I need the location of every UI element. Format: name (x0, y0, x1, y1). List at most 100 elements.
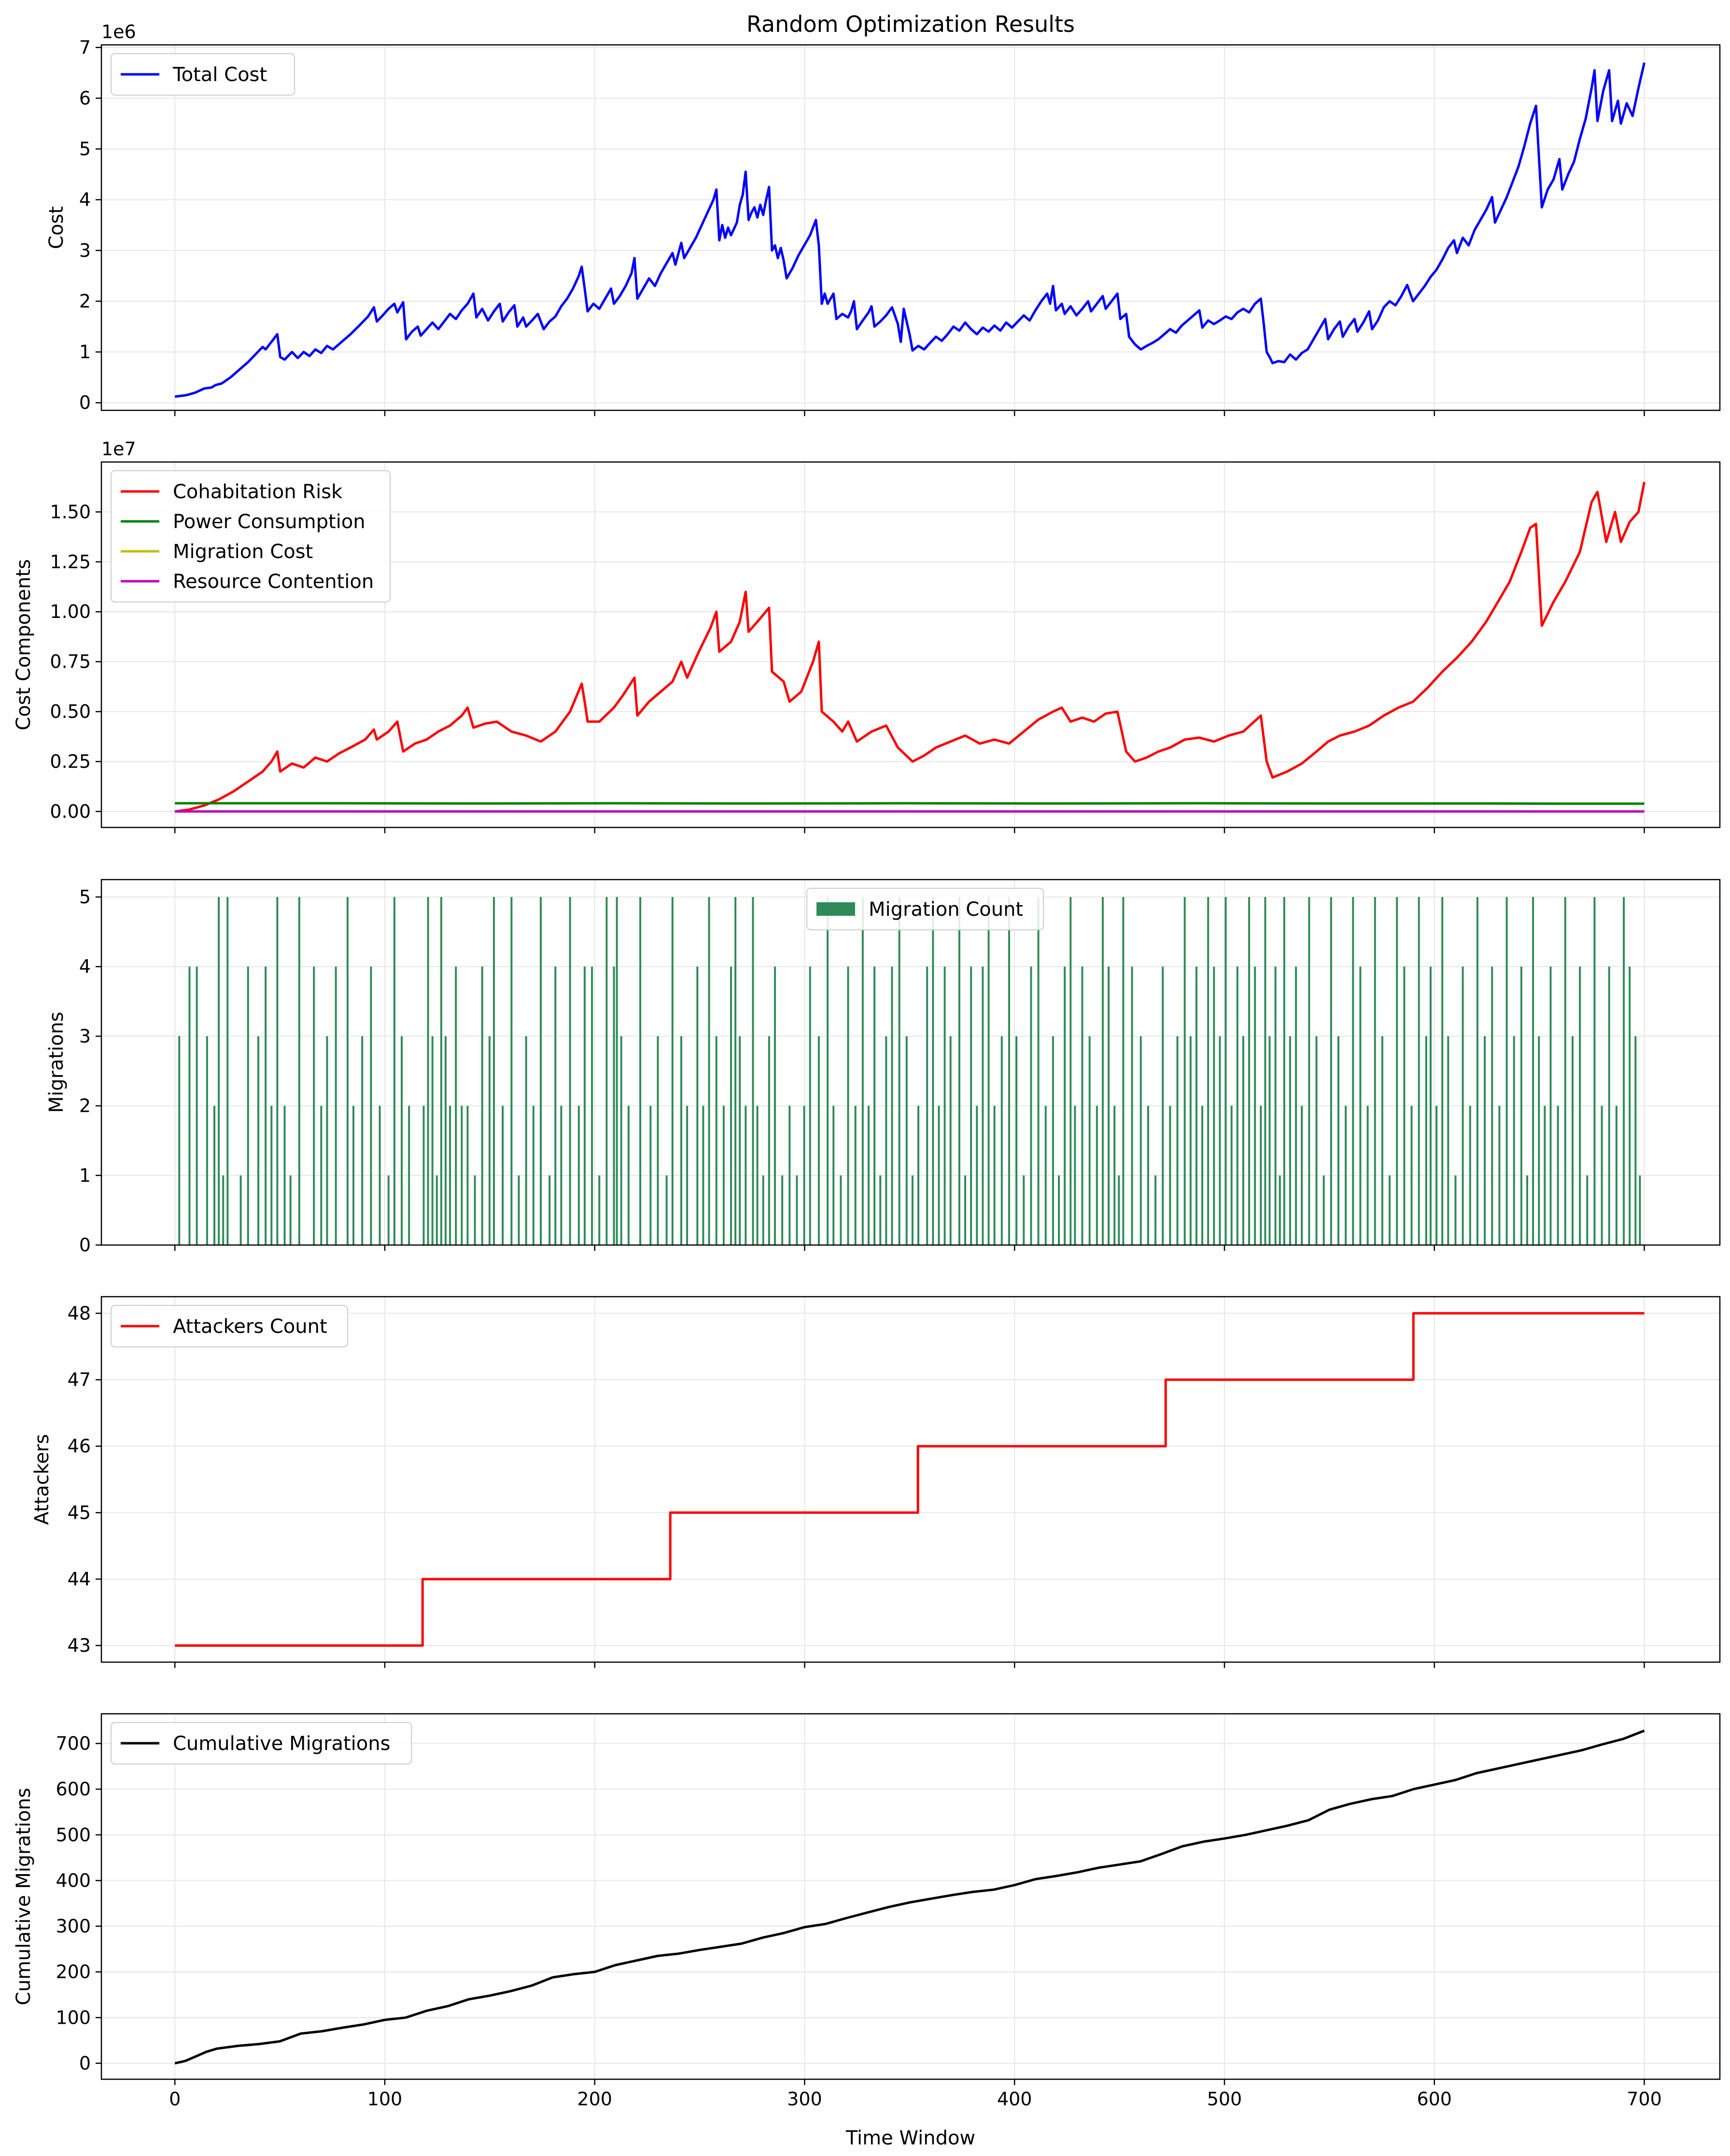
bar (1315, 1036, 1318, 1245)
y-tick-label: 500 (56, 1824, 91, 1846)
bar (1069, 897, 1072, 1245)
bar (885, 1036, 887, 1245)
bar (605, 897, 608, 1245)
bar (1615, 1106, 1617, 1245)
bar (1629, 966, 1631, 1245)
bar (1052, 1036, 1054, 1245)
y-tick-label: 0.00 (50, 801, 91, 822)
bar (734, 897, 737, 1245)
bar (1139, 1036, 1142, 1245)
bar (1113, 1106, 1116, 1245)
bar (993, 1106, 996, 1245)
bar (1454, 1175, 1457, 1245)
bar (1447, 1036, 1449, 1245)
legend-entry-label: Attackers Count (173, 1316, 327, 1338)
bar (449, 1106, 451, 1245)
bar (1359, 966, 1362, 1245)
axes-frame (100, 461, 1721, 828)
bar (1374, 897, 1376, 1245)
axes-frame (100, 1296, 1721, 1663)
bar (532, 1106, 534, 1245)
bar (239, 1175, 242, 1245)
bar (1224, 897, 1227, 1245)
y-tick-label: 3 (79, 1025, 91, 1047)
bar (665, 1175, 668, 1245)
bar (270, 1106, 273, 1245)
legend-frame (111, 1722, 412, 1764)
bar (335, 966, 337, 1245)
bar (1230, 1106, 1233, 1245)
bar (577, 1106, 580, 1245)
y-tick-label: 4 (79, 956, 91, 977)
bar (1462, 966, 1464, 1245)
bar (222, 1175, 225, 1245)
bar (943, 966, 946, 1245)
bar (702, 1106, 704, 1245)
y-tick-label: 0 (79, 2053, 91, 2074)
bar (616, 897, 618, 1245)
y-tick-label: 2 (79, 291, 91, 312)
bar (976, 1106, 978, 1245)
bar (1491, 966, 1493, 1245)
bar (708, 897, 710, 1245)
bar (788, 1106, 791, 1245)
y-tick-label: 200 (56, 1961, 91, 1983)
series-line-1 (174, 1729, 1645, 2065)
bar (218, 897, 220, 1245)
bar (1435, 1106, 1438, 1245)
bar (313, 966, 315, 1245)
bar (1571, 1036, 1574, 1245)
figure-title: Random Optimization Results (746, 11, 1075, 37)
bar (1593, 897, 1596, 1245)
x-tick-label: 100 (367, 2088, 403, 2110)
y-axis-label: Attackers (31, 1434, 53, 1525)
bar (917, 1106, 920, 1245)
bar (1366, 1106, 1369, 1245)
bar (1081, 966, 1083, 1245)
legend-entry-label: Migration Count (869, 898, 1023, 921)
bar (1549, 966, 1552, 1245)
bar (715, 1036, 717, 1245)
bar (671, 897, 674, 1245)
bar (1268, 1036, 1271, 1245)
bar (1008, 897, 1010, 1245)
bar (1254, 966, 1256, 1245)
bar (518, 1175, 520, 1245)
x-tick-label: 400 (997, 2088, 1032, 2110)
y-tick-label: 0.50 (50, 701, 91, 722)
bar (320, 1106, 323, 1245)
bar (1564, 897, 1566, 1245)
bar (861, 897, 864, 1245)
y-tick-label: 1 (79, 1165, 91, 1186)
bar (613, 966, 615, 1245)
y-tick-label: 0 (79, 392, 91, 413)
y-tick-label: 45 (68, 1502, 91, 1523)
bar (768, 1036, 770, 1245)
legend-entry-label: Resource Contention (173, 571, 374, 593)
bar (796, 1175, 798, 1245)
axes-frame (100, 1713, 1721, 2080)
x-tick-label: 700 (1627, 2088, 1662, 2110)
bar (510, 897, 513, 1245)
bar (560, 1106, 563, 1245)
bar (326, 1036, 328, 1245)
bar (1122, 897, 1125, 1245)
bar (206, 1036, 208, 1245)
legend: Cohabitation Risk Power Consumption Migrat… (111, 470, 391, 602)
legend: Attackers Count (111, 1305, 348, 1347)
bar (427, 897, 429, 1245)
legend-entry-label: Migration Cost (173, 541, 313, 563)
plot-area (174, 1729, 1645, 2065)
bar (854, 1106, 857, 1245)
bar (1131, 966, 1133, 1245)
legend-entry-label: Cohabitation Risk (173, 481, 343, 503)
bar (696, 966, 699, 1245)
plot-area (174, 62, 1646, 398)
bar (891, 966, 893, 1245)
bar (298, 897, 300, 1245)
bar (1183, 897, 1186, 1245)
bar (649, 1106, 652, 1245)
bar (1429, 966, 1432, 1245)
bar (938, 1106, 940, 1245)
